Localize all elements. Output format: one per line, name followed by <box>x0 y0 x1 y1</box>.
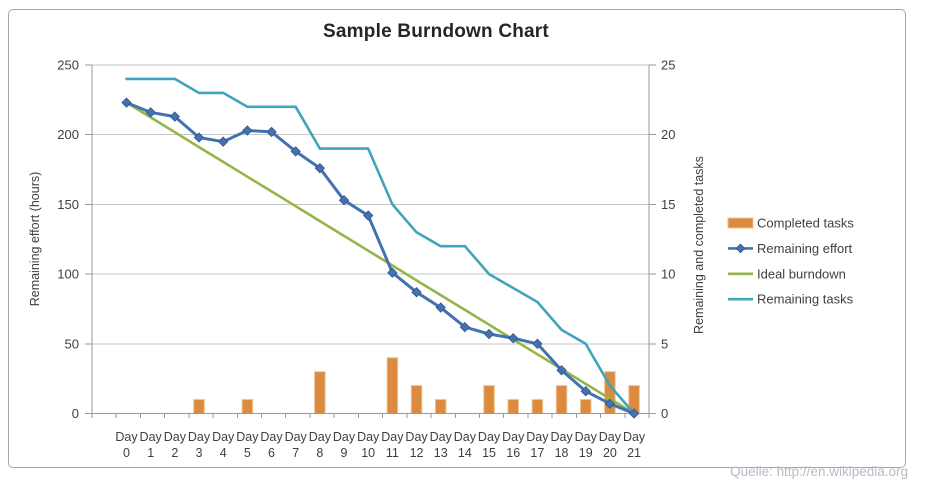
remaining-tasks-line <box>125 77 636 415</box>
x-axis-label: Day 19 <box>575 430 598 460</box>
legend-item-completed-tasks: Completed tasks <box>727 216 854 231</box>
chart-border <box>8 9 906 468</box>
x-axis-label: Day 4 <box>212 430 235 460</box>
x-axis-label: Day 12 <box>405 430 428 460</box>
legend-item-ideal-burndown: Ideal burndown <box>728 266 846 281</box>
x-axis-label: Day 3 <box>188 430 211 460</box>
remaining-effort-marker <box>218 136 229 147</box>
completed-tasks-bar <box>193 399 205 414</box>
remaining-effort-marker <box>145 107 156 118</box>
remaining-effort-marker <box>193 132 205 143</box>
source-watermark: Quelle: http://en.wikipedia.org <box>730 464 908 479</box>
completed-tasks-bar <box>434 399 447 414</box>
remaining-effort-marker <box>266 126 277 138</box>
remaining-effort-marker <box>532 338 543 349</box>
x-axis-label: Day 9 <box>333 430 356 460</box>
x-axis-label: Day 20 <box>599 430 622 460</box>
chart-title: Sample Burndown Chart <box>323 21 549 42</box>
legend: Completed tasks Remaining effort Ideal bur… <box>727 216 854 307</box>
right-axis-tick-label: 5 <box>661 336 668 351</box>
x-axis-label: Day 6 <box>260 430 283 460</box>
remaining-effort-marker <box>411 287 422 298</box>
x-axis-label: Day 21 <box>623 430 646 460</box>
completed-tasks-bar <box>555 385 568 414</box>
x-axis-label: Day 10 <box>357 430 380 460</box>
axes <box>85 64 656 418</box>
remaining-effort-marker <box>290 146 301 157</box>
remaining-effort-marker <box>628 408 640 419</box>
completed-tasks-bar <box>507 399 519 414</box>
completed-tasks-bar <box>410 385 423 414</box>
completed-tasks-bar <box>579 399 592 414</box>
legend-item-remaining-effort: Remaining effort <box>728 241 853 256</box>
remaining-effort-line <box>125 101 636 415</box>
x-axis-label: Day 8 <box>309 430 332 460</box>
x-axis-label: Day 14 <box>454 430 477 460</box>
completed-tasks-bar <box>241 399 254 414</box>
x-axis-label: Day 18 <box>550 430 573 460</box>
legend-label: Completed tasks <box>757 216 854 231</box>
ideal-burndown-line <box>125 101 636 415</box>
x-axis-label: Day 5 <box>236 430 259 460</box>
remaining-effort-marker <box>459 321 471 333</box>
legend-label: Ideal burndown <box>757 266 846 281</box>
gridlines <box>92 64 649 345</box>
remaining-effort-marker <box>338 195 350 206</box>
remaining-effort-marker <box>387 267 398 278</box>
left-axis-tick-label: 250 <box>57 58 79 73</box>
completed-tasks-bar <box>386 357 399 414</box>
remaining-effort-marker <box>121 97 132 108</box>
legend-swatch-marker <box>735 243 746 254</box>
x-axis-label: Day 13 <box>430 430 453 460</box>
left-axis-tick-label: 100 <box>57 267 79 282</box>
right-axis-tick-label: 0 <box>661 406 668 421</box>
x-axis-label: Day 16 <box>502 430 525 460</box>
remaining-effort-marker <box>242 125 253 136</box>
completed-tasks-bar <box>483 385 495 414</box>
x-axis-label: Day 11 <box>381 430 404 460</box>
x-axis-label: Day 17 <box>526 430 549 460</box>
x-axis-label: Day 1 <box>140 430 163 460</box>
remaining-effort-marker <box>604 398 616 409</box>
x-axis-label: Day 7 <box>285 430 308 460</box>
right-axis-tick-label: 25 <box>661 58 675 73</box>
x-axis-label: Day 2 <box>164 430 187 460</box>
legend-label: Remaining tasks <box>757 292 854 307</box>
left-axis-tick-label: 200 <box>57 127 79 142</box>
remaining-effort-marker <box>363 210 374 221</box>
remaining-effort-marker <box>580 386 591 397</box>
remaining-effort-marker <box>483 328 495 340</box>
completed-tasks-bar <box>314 371 326 414</box>
right-axis-tick-label: 10 <box>661 267 675 282</box>
left-axis-tick-label: 0 <box>72 406 79 421</box>
remaining-effort-marker <box>508 333 519 344</box>
right-axis-tick-label: 15 <box>661 197 675 212</box>
x-axis-label: Day 0 <box>115 430 138 460</box>
remaining-effort-marker <box>556 365 567 376</box>
right-axis-title: Remaining and completed tasks <box>692 156 706 334</box>
right-axis-tick-label: 20 <box>661 127 675 142</box>
remaining-effort-marker <box>314 162 326 174</box>
completed-tasks-bars <box>193 357 640 414</box>
remaining-effort-marker <box>169 111 181 122</box>
legend-item-remaining-tasks: Remaining tasks <box>728 292 854 307</box>
legend-swatch-bar <box>727 217 754 229</box>
completed-tasks-bar <box>531 399 544 414</box>
legend-label: Remaining effort <box>757 241 853 256</box>
left-axis-tick-label: 150 <box>57 197 79 212</box>
remaining-effort-marker <box>435 302 446 313</box>
x-axis-label: Day 15 <box>478 430 501 460</box>
left-axis-tick-label: 50 <box>65 336 79 351</box>
remaining-effort-markers <box>121 97 640 419</box>
left-axis-title: Remaining effort (hours) <box>28 172 42 307</box>
